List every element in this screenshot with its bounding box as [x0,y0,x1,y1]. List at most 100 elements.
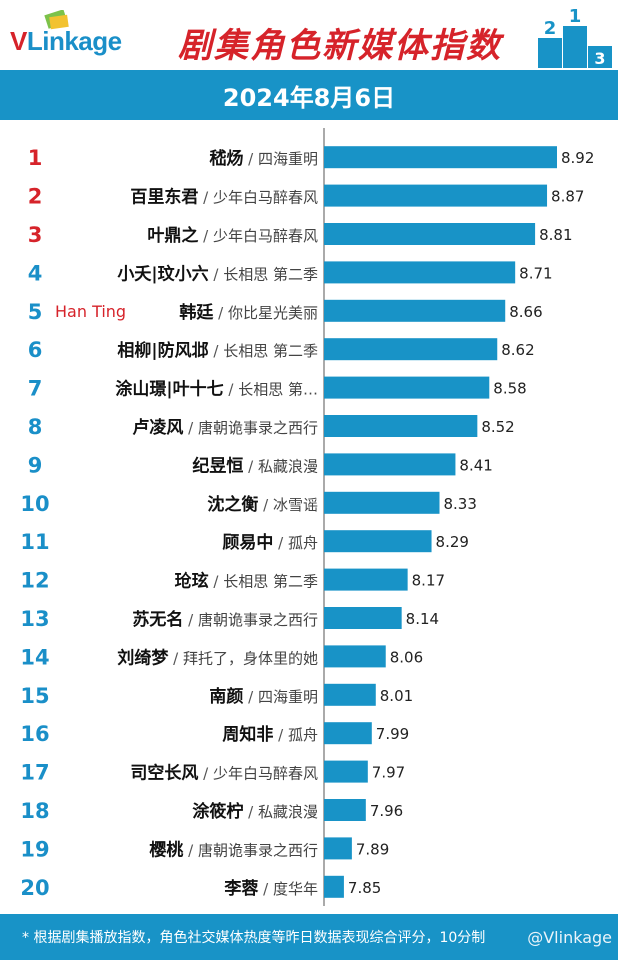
footer-note: * 根据剧集播放指数，角色社交媒体热度等昨日数据表现综合评分，10分制 [22,930,486,946]
bar [324,453,456,476]
bar [324,683,376,706]
value-label: 7.97 [372,764,405,782]
character-name: 苏无名 [132,609,183,630]
bar [324,875,344,898]
rank-label: 12 [20,569,49,593]
category-label: 相柳|防风邶 / 长相思 第二季 [117,340,318,361]
watermark: @Vlinkage [527,928,612,947]
bar [324,837,352,860]
rank-label: 15 [20,684,49,708]
label-separator: / [273,534,288,552]
category-label: 玱玹 / 长相思 第二季 [175,571,318,592]
rank-label: 5 [28,300,43,324]
category-label: 涂筱柠 / 私藏浪漫 [192,801,318,822]
value-label: 8.29 [436,533,469,551]
rank-label: 20 [20,876,49,900]
value-label: 8.71 [519,264,552,282]
date-label: 2024年8月6日 [222,83,396,112]
character-name: 司空长风 [130,763,198,784]
bar-chart: 1 嵇炀 / 四海重明 8.92 2 百里东君 / 少年白马醉春风 8.87 3 叶鼎之 / … [20,128,594,906]
category-label: 司空长风 / 少年白马醉春风 [130,763,318,784]
character-name: 南颜 [209,686,243,707]
character-name: 樱桃 [149,839,183,860]
rank-label: 3 [28,223,43,247]
category-label: 纪昱恒 / 私藏浪漫 [192,455,318,476]
value-label: 7.99 [376,725,409,743]
rank-label: 4 [28,261,43,285]
character-name: 小夭|玟小六 [117,263,208,284]
bar [324,338,498,361]
show-title: 孤舟 [288,534,318,552]
podium-digit-1: 1 [569,8,582,27]
character-name: 百里东君 [130,187,198,208]
rank-label: 6 [28,338,43,362]
category-label: 百里东君 / 少年白马醉春风 [130,187,318,208]
show-title: 唐朝诡事录之西行 [198,419,318,437]
label-separator: / [183,611,198,629]
show-title: 四海重明 [258,150,318,168]
value-label: 8.14 [406,610,439,628]
label-separator: / [243,457,258,475]
rank-label: 19 [20,837,49,861]
label-separator: / [168,649,183,667]
category-label: 周知非 / 孤舟 [222,724,318,745]
bar [324,146,557,169]
podium-digit-3: 3 [594,49,605,68]
label-separator: / [224,381,239,399]
bar [324,645,386,668]
label-separator: / [183,841,198,859]
character-name: 纪昱恒 [192,455,243,476]
label-separator: / [273,726,288,744]
label-separator: / [243,688,258,706]
category-label: 韩廷 / 你比星光美丽 [179,302,318,323]
rank-label: 18 [20,799,49,823]
logo-rest: Linkage [26,26,122,56]
bar [324,799,366,821]
rank-label: 16 [20,722,49,746]
category-label: 叶鼎之 / 少年白马醉春风 [147,225,318,246]
bar [324,568,408,591]
value-label: 8.66 [509,303,542,321]
rank-label: 1 [28,146,43,170]
label-separator: / [243,150,258,168]
bar [324,376,490,399]
value-label: 7.89 [356,840,389,858]
bar [324,530,432,553]
bar [324,223,536,245]
label-separator: / [198,227,213,245]
category-label: 卢凌风 / 唐朝诡事录之西行 [132,417,318,438]
rank-label: 10 [20,492,49,516]
value-label: 8.87 [551,188,584,206]
character-name: 叶鼎之 [147,225,198,246]
category-label: 刘绮梦 / 拜托了，身体里的她 [117,647,318,668]
category-label: 小夭|玟小六 / 长相思 第二季 [117,263,318,284]
character-name: 涂山璟|叶十七 [115,379,223,400]
rank-label: 7 [28,377,43,401]
category-label: 李蓉 / 度华年 [224,878,318,899]
character-name: 顾易中 [222,532,273,553]
show-title: 冰雪谣 [273,496,318,514]
value-label: 8.33 [444,495,477,513]
label-separator: / [258,880,273,898]
character-name: 卢凌风 [132,417,183,438]
character-name: 嵇炀 [209,148,243,169]
category-label: 苏无名 / 唐朝诡事录之西行 [132,609,318,630]
category-label: 沈之衡 / 冰雪谣 [207,494,318,515]
category-label: 南颜 / 四海重明 [209,686,318,707]
vlinkage-logo: VLinkage [10,26,122,57]
category-label: 嵇炀 / 四海重明 [209,148,318,169]
show-title: 长相思 第… [238,381,318,399]
logo-v: V [10,26,27,56]
label-separator: / [209,342,224,360]
rank-label: 11 [20,530,49,554]
show-title: 唐朝诡事录之西行 [198,611,318,629]
podium-digit-2: 2 [544,18,557,39]
show-title: 私藏浪漫 [258,803,318,821]
podium-icon: 2 1 3 [538,8,612,68]
bar [324,607,402,629]
show-title: 少年白马醉春风 [213,227,318,245]
character-name: 周知非 [222,724,273,745]
rank-label: 9 [28,453,43,477]
show-title: 少年白马醉春风 [213,189,318,207]
